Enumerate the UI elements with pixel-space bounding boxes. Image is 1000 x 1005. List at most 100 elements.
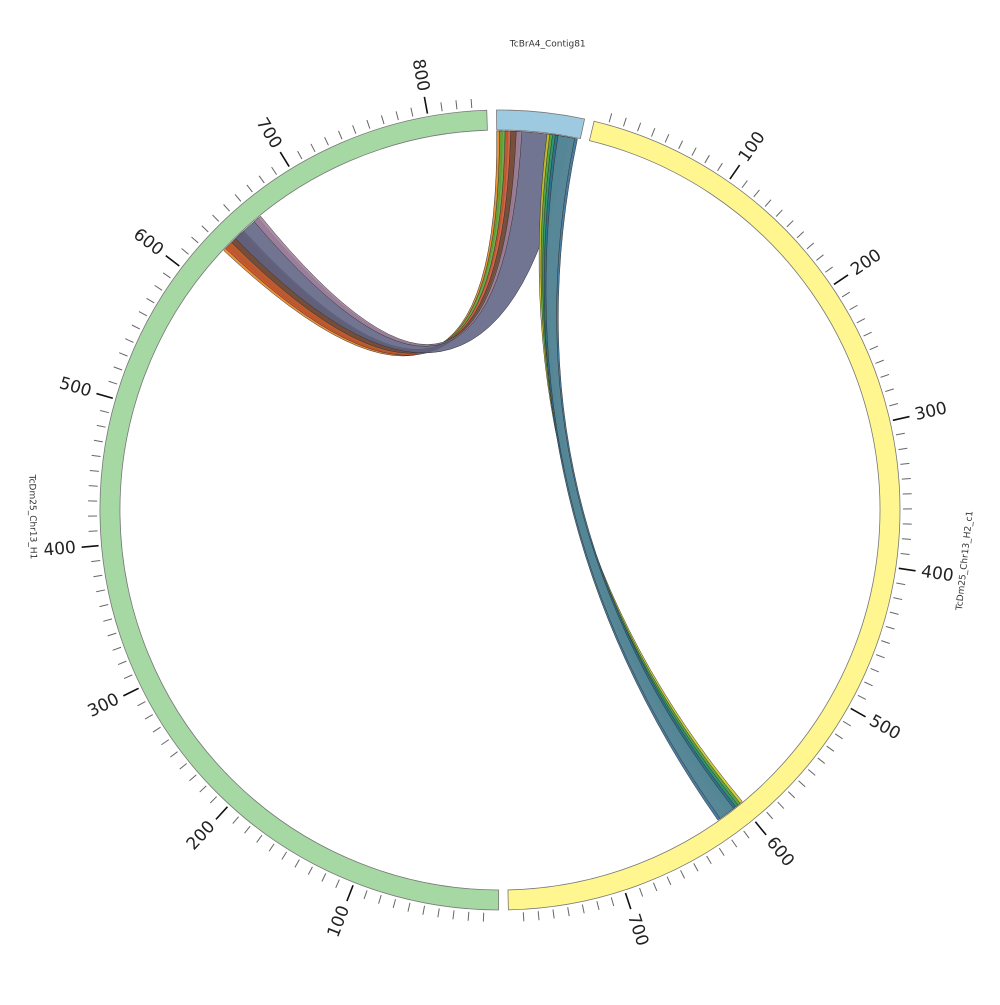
minor-tick-h1-710 — [298, 151, 302, 159]
minor-tick-h2-230 — [857, 319, 865, 323]
minor-tick-h2-10 — [609, 113, 611, 122]
minor-tick-h1-810 — [441, 102, 442, 111]
minor-tick-h2-320 — [898, 448, 907, 449]
minor-tick-h1-80 — [379, 895, 382, 904]
tick-label-h1-800: 800 — [408, 57, 434, 93]
minor-tick-h2-270 — [881, 374, 890, 377]
minor-tick-h2-650 — [694, 863, 698, 871]
minor-tick-h2-730 — [582, 905, 584, 914]
minor-tick-h1-280 — [145, 715, 153, 720]
minor-tick-h1-520 — [114, 367, 122, 370]
minor-tick-h2-240 — [864, 332, 872, 336]
major-tick-h2-500 — [851, 708, 866, 716]
tick-label-h2-600: 600 — [762, 833, 798, 871]
minor-tick-h1-160 — [269, 844, 274, 851]
minor-tick-h2-130 — [765, 200, 771, 207]
minor-tick-h1-220 — [200, 786, 207, 792]
major-tick-h2-600 — [755, 822, 766, 835]
minor-tick-h2-670 — [667, 877, 671, 885]
minor-tick-h2-380 — [902, 539, 911, 540]
minor-tick-h2-40 — [651, 128, 654, 136]
tick-label-h2-200: 200 — [847, 245, 885, 280]
minor-tick-h2-580 — [778, 802, 784, 809]
minor-tick-h2-560 — [799, 781, 806, 787]
segment-name-contig81: TcBrA4_Contig81 — [509, 39, 586, 49]
minor-tick-h1-240 — [180, 763, 187, 769]
tick-label-h2-400: 400 — [920, 562, 955, 586]
major-tick-h1-700 — [280, 152, 289, 166]
minor-tick-h1-290 — [138, 702, 146, 706]
minor-tick-h1-30 — [453, 910, 454, 919]
minor-tick-h1-780 — [396, 111, 398, 120]
minor-tick-h1-590 — [163, 273, 170, 278]
minor-tick-h2-770 — [523, 912, 524, 921]
minor-tick-h2-80 — [705, 155, 710, 163]
minor-tick-h1-720 — [311, 144, 315, 152]
major-tick-h1-600 — [166, 256, 180, 266]
minor-tick-h2-340 — [902, 478, 911, 479]
minor-tick-h1-150 — [282, 852, 287, 860]
major-tick-h1-400 — [82, 546, 99, 548]
major-tick-h2-400 — [899, 568, 916, 570]
minor-tick-h1-370 — [96, 590, 105, 592]
minor-tick-h1-390 — [91, 561, 100, 562]
minor-tick-h1-630 — [202, 226, 209, 232]
minor-tick-h1-260 — [161, 740, 168, 745]
minor-tick-h1-140 — [295, 860, 299, 868]
minor-tick-h1-620 — [191, 237, 198, 243]
minor-tick-h2-710 — [611, 897, 613, 906]
minor-tick-h2-540 — [818, 758, 825, 764]
minor-tick-h2-260 — [875, 360, 883, 363]
major-tick-h2-700 — [625, 893, 630, 909]
minor-tick-h2-90 — [718, 163, 723, 171]
minor-tick-h1-320 — [118, 661, 126, 664]
minor-tick-h1-650 — [224, 205, 230, 212]
minor-tick-h1-550 — [132, 325, 140, 329]
tick-label-h2-100: 100 — [735, 128, 770, 166]
minor-tick-h1-570 — [147, 298, 155, 303]
minor-tick-h1-640 — [212, 215, 218, 221]
minor-tick-h2-190 — [825, 267, 832, 272]
minor-tick-h1-170 — [257, 835, 262, 842]
minor-tick-h2-70 — [692, 148, 696, 156]
minor-tick-h2-410 — [896, 583, 905, 585]
segment-name-h1: TcDm25_Chr13_H1 — [26, 474, 37, 560]
minor-tick-h2-550 — [808, 770, 815, 776]
tick-label-h1-500: 500 — [57, 373, 94, 401]
minor-tick-h1-270 — [153, 727, 161, 732]
minor-tick-h2-750 — [553, 910, 554, 919]
major-tick-h1-200 — [216, 807, 228, 820]
minor-tick-h2-530 — [827, 746, 834, 751]
minor-tick-h2-630 — [719, 848, 724, 856]
tick-label-h2-300: 300 — [913, 398, 949, 425]
minor-tick-h1-20 — [468, 912, 469, 921]
minor-tick-h2-740 — [568, 907, 570, 916]
major-tick-h1-300 — [123, 688, 138, 696]
tick-label-h1-700: 700 — [252, 114, 286, 152]
minor-tick-h2-30 — [638, 123, 641, 131]
minor-tick-h1-230 — [189, 775, 196, 781]
minor-tick-h2-490 — [858, 695, 866, 699]
minor-tick-h1-250 — [170, 752, 177, 757]
tick-label-h1-200: 200 — [183, 817, 220, 854]
minor-tick-h1-70 — [393, 899, 395, 908]
minor-tick-h1-380 — [93, 575, 102, 576]
minor-tick-h2-440 — [886, 626, 895, 629]
minor-tick-h1-750 — [353, 125, 356, 133]
minor-tick-h1-90 — [364, 890, 367, 899]
minor-tick-h1-210 — [210, 797, 216, 803]
major-tick-h2-100 — [730, 165, 740, 179]
minor-tick-h2-680 — [653, 883, 656, 891]
minor-tick-h1-830 — [471, 99, 472, 108]
minor-tick-h1-470 — [94, 440, 103, 442]
minor-tick-h2-250 — [870, 346, 878, 350]
minor-tick-h2-420 — [893, 598, 902, 600]
minor-tick-h2-150 — [787, 221, 793, 227]
minor-tick-h1-130 — [308, 867, 312, 875]
major-tick-h1-100 — [347, 885, 353, 901]
major-tick-h2-200 — [834, 275, 848, 285]
minor-tick-h1-770 — [381, 115, 384, 124]
minor-tick-h1-460 — [92, 455, 101, 456]
